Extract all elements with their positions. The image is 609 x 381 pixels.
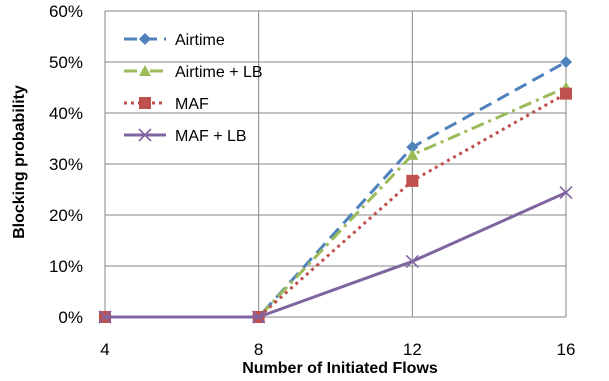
legend-label: MAF + LB [175, 128, 247, 145]
x-tick-label: 16 [557, 340, 576, 359]
y-tick-label: 0% [58, 308, 83, 327]
y-tick-label: 20% [49, 206, 83, 225]
y-tick-label: 40% [49, 104, 83, 123]
series-airtime-lb [99, 81, 572, 322]
legend: Airtime Airtime + LB MAF MAF + LB [124, 32, 263, 145]
x-marker [98, 310, 112, 324]
square-marker [560, 87, 572, 100]
triangle-marker [139, 65, 151, 76]
legend-label: Airtime + LB [175, 64, 263, 81]
x-marker [138, 128, 152, 142]
y-tick-label: 10% [49, 257, 83, 276]
series-airtime [99, 56, 572, 323]
x-tick-labels: 4 8 12 16 [100, 340, 575, 359]
series-line [105, 191, 567, 319]
x-marker [252, 310, 266, 324]
square-marker [139, 97, 151, 109]
series-layer [98, 56, 573, 324]
diamond-marker [560, 56, 572, 68]
legend-label: MAF [175, 96, 209, 113]
series-line [105, 86, 567, 319]
triangle-marker [406, 148, 419, 160]
x-marker-stroke [138, 128, 152, 142]
x-marker-stroke [252, 310, 266, 324]
diamond-marker [406, 141, 419, 154]
x-marker-stroke [98, 310, 112, 324]
series-line [105, 60, 567, 319]
legend-item: Airtime [124, 32, 225, 49]
x-marker-stroke [559, 185, 573, 200]
square-marker [406, 174, 419, 187]
x-tick-label: 12 [403, 340, 422, 359]
grid-lines [104, 10, 567, 318]
legend-label: Airtime [175, 32, 225, 49]
x-tick-label: 4 [100, 340, 109, 359]
x-marker [405, 254, 419, 268]
y-axis-title: Blocking probability [11, 85, 28, 239]
x-axis-title: Number of Initiated Flows [242, 360, 438, 377]
y-tick-label: 50% [49, 53, 83, 72]
legend-item: MAF + LB [124, 128, 247, 145]
x-marker-stroke [405, 254, 419, 268]
y-tick-label: 60% [49, 2, 83, 21]
legend-item: MAF [124, 96, 209, 113]
y-tick-labels: 0% 10% 20% 30% 40% 50% 60% [49, 2, 83, 327]
x-marker [559, 185, 573, 200]
x-tick-label: 8 [254, 340, 263, 359]
legend-item: Airtime + LB [124, 64, 263, 81]
y-tick-label: 30% [49, 155, 83, 174]
series-maf-lb [98, 185, 573, 324]
diamond-marker [139, 33, 151, 45]
